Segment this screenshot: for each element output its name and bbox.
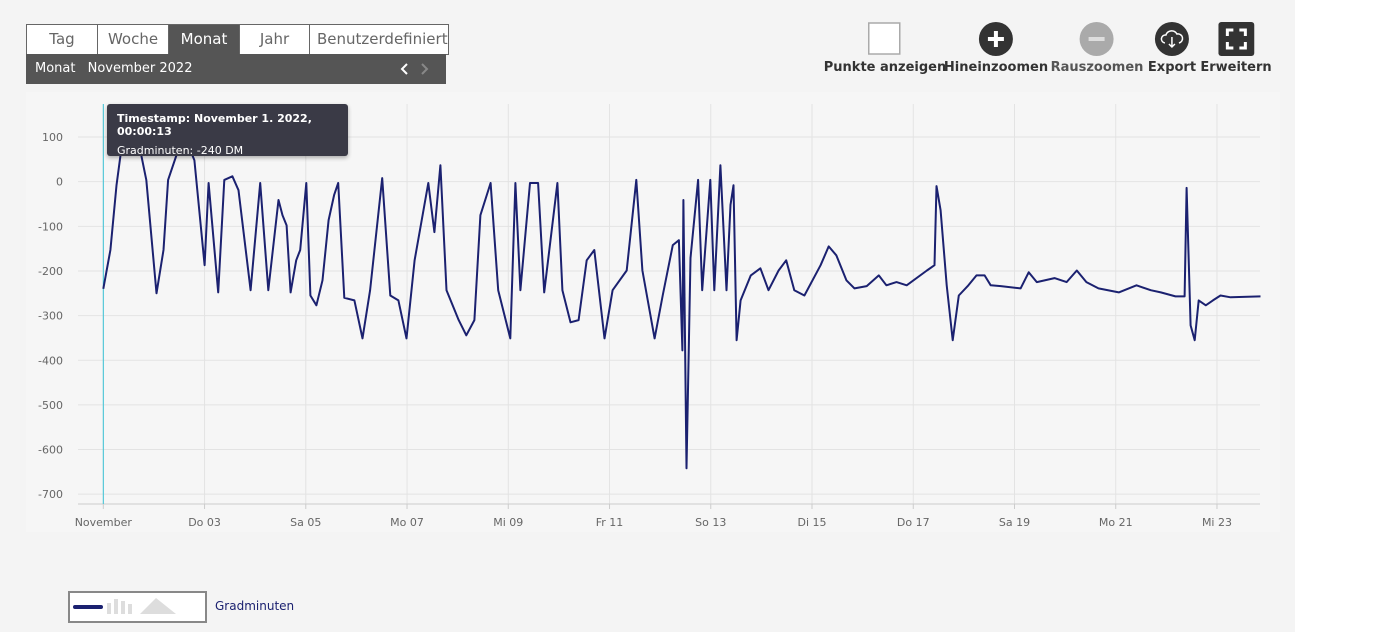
x-tick-label: Mi 09 bbox=[493, 516, 523, 529]
plot-background bbox=[26, 92, 1280, 532]
y-tick-label: -200 bbox=[38, 265, 63, 278]
toolbar-button[interactable]: Rauszoomen bbox=[1050, 22, 1144, 75]
y-tick-label: 100 bbox=[42, 131, 63, 144]
prev-button[interactable] bbox=[398, 62, 410, 76]
toolbar-label: Erweitern bbox=[1200, 60, 1272, 75]
tooltip: Timestamp: November 1. 2022, 00:00:13 Gr… bbox=[107, 104, 348, 157]
tab[interactable]: Jahr bbox=[240, 25, 310, 54]
period-bar: Monat November 2022 bbox=[26, 54, 446, 84]
x-tick-label: Mi 23 bbox=[1202, 516, 1232, 529]
x-tick-label: Fr 11 bbox=[596, 516, 624, 529]
tab[interactable]: Tag bbox=[27, 25, 98, 54]
x-tick-label: Di 15 bbox=[797, 516, 826, 529]
next-button[interactable] bbox=[419, 62, 431, 76]
x-tick-label: Sa 05 bbox=[290, 516, 321, 529]
data-line bbox=[102, 128, 1261, 470]
x-tick-label: So 13 bbox=[695, 516, 726, 529]
y-tick-label: 0 bbox=[56, 176, 63, 189]
toolbar-label: Hineinzoomen bbox=[943, 60, 1049, 75]
toolbar-button[interactable]: Erweitern bbox=[1200, 22, 1272, 75]
y-tick-label: -100 bbox=[38, 220, 63, 233]
y-tick-label: -500 bbox=[38, 399, 63, 412]
toolbar-label: Rauszoomen bbox=[1050, 60, 1144, 75]
tooltip-text: Gradminuten: -240 DM bbox=[117, 144, 244, 157]
y-tick-label: -400 bbox=[38, 354, 63, 367]
tab[interactable]: Woche bbox=[98, 25, 169, 54]
period-label: Monat bbox=[35, 61, 76, 76]
export-icon bbox=[1154, 22, 1189, 56]
legend-icons bbox=[107, 598, 176, 614]
x-tick-label: Mo 07 bbox=[390, 516, 424, 529]
x-tick-label: Do 17 bbox=[897, 516, 930, 529]
y-tick-label: -700 bbox=[38, 488, 63, 501]
zoom-in-icon bbox=[978, 22, 1013, 56]
toolbar-button[interactable]: Hineinzoomen bbox=[944, 22, 1048, 75]
x-tick-label: November bbox=[75, 516, 133, 529]
y-tick-label: -300 bbox=[38, 310, 63, 323]
toolbar-button[interactable]: Punkte anzeigen bbox=[824, 22, 946, 75]
x-tick-label: Do 03 bbox=[188, 516, 221, 529]
fullscreen-icon bbox=[1218, 22, 1254, 56]
x-tick-label: Mo 21 bbox=[1099, 516, 1133, 529]
toolbar-label: Export bbox=[1147, 60, 1197, 75]
toolbar-label: Punkte anzeigen bbox=[823, 60, 947, 75]
zoom-out-icon bbox=[1079, 22, 1114, 56]
tooltip-title: Timestamp: November 1. 2022, 00:00:13 bbox=[117, 112, 312, 138]
x-tick-label: Sa 19 bbox=[999, 516, 1030, 529]
tab[interactable]: Benutzerdefiniert bbox=[317, 30, 448, 48]
legend-label[interactable]: Gradminuten bbox=[215, 599, 295, 613]
period-tabs: Tag Woche Monat Jahr Benutzerdefiniert bbox=[26, 24, 449, 55]
checkbox-icon bbox=[868, 22, 901, 55]
chart: 100 0 -100 -200 -300 -400 -500 -600 -700 November… bbox=[26, 92, 1280, 623]
tab[interactable]: Monat bbox=[169, 25, 240, 54]
y-tick-label: -600 bbox=[38, 444, 63, 457]
period-value: November 2022 bbox=[87, 61, 193, 76]
toolbar-button[interactable]: Export bbox=[1148, 22, 1196, 75]
